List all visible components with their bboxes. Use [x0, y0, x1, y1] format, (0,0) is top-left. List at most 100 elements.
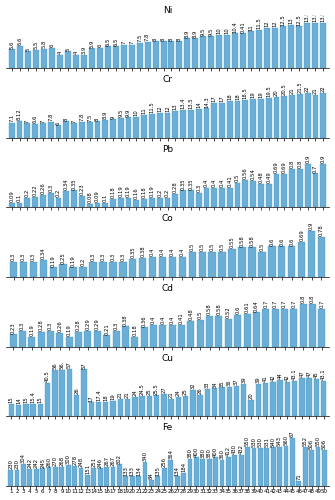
- Text: 8: 8: [161, 38, 166, 40]
- Bar: [320, 92, 326, 138]
- Text: 340: 340: [143, 451, 148, 461]
- Text: 543: 543: [277, 436, 282, 446]
- Text: 8: 8: [177, 38, 182, 40]
- Text: 550: 550: [316, 436, 320, 446]
- Bar: [103, 402, 109, 416]
- Text: 5.5: 5.5: [34, 40, 39, 49]
- Text: 0.49: 0.49: [266, 171, 271, 183]
- Text: 33: 33: [205, 382, 210, 388]
- Bar: [25, 52, 31, 68]
- Bar: [67, 369, 72, 416]
- Bar: [272, 309, 279, 346]
- Text: 0.8: 0.8: [297, 160, 303, 168]
- Text: 0.29: 0.29: [95, 318, 100, 330]
- Bar: [30, 262, 37, 277]
- Text: 230: 230: [8, 458, 13, 468]
- Bar: [308, 231, 315, 277]
- Text: 133: 133: [123, 466, 128, 475]
- Text: 0.3: 0.3: [21, 252, 26, 261]
- Text: 267: 267: [111, 456, 116, 466]
- Title: Ni: Ni: [163, 6, 172, 15]
- Text: 0.08: 0.08: [87, 191, 92, 203]
- Bar: [155, 476, 160, 486]
- Text: 15: 15: [23, 396, 28, 403]
- Bar: [305, 92, 311, 138]
- Text: 0.18: 0.18: [132, 324, 137, 336]
- Bar: [285, 382, 290, 416]
- Text: 0.3: 0.3: [11, 252, 16, 261]
- Text: 432: 432: [239, 444, 244, 454]
- Bar: [110, 198, 116, 207]
- Text: 19: 19: [111, 393, 116, 400]
- Bar: [169, 399, 174, 416]
- Text: 9.5: 9.5: [118, 109, 123, 118]
- Bar: [19, 330, 26, 346]
- Bar: [102, 202, 108, 207]
- Text: 24: 24: [132, 389, 137, 396]
- Text: 39: 39: [256, 377, 261, 384]
- Bar: [245, 446, 250, 486]
- Bar: [183, 396, 188, 416]
- Bar: [226, 456, 231, 486]
- Bar: [9, 404, 14, 416]
- Text: 0.4: 0.4: [180, 248, 185, 256]
- Text: 0.35: 0.35: [181, 178, 186, 190]
- Bar: [319, 309, 326, 346]
- Text: 19: 19: [258, 91, 263, 98]
- Text: 0.4: 0.4: [150, 248, 155, 256]
- Text: 15.4: 15.4: [30, 391, 36, 403]
- Text: 302: 302: [117, 454, 122, 464]
- Bar: [162, 468, 167, 486]
- Text: 19: 19: [251, 91, 256, 98]
- Bar: [79, 267, 87, 277]
- Bar: [75, 332, 82, 346]
- Text: 0.38: 0.38: [123, 314, 128, 326]
- Bar: [190, 390, 196, 416]
- Bar: [136, 476, 141, 486]
- Text: 12.5: 12.5: [296, 14, 302, 26]
- Text: 42: 42: [270, 374, 275, 381]
- Text: 0.19: 0.19: [71, 255, 76, 266]
- Text: 267: 267: [104, 456, 109, 466]
- Text: 12: 12: [265, 20, 270, 27]
- Text: 6: 6: [97, 44, 102, 48]
- Text: 242: 242: [27, 458, 32, 468]
- Text: 19.5: 19.5: [266, 85, 271, 97]
- Bar: [10, 262, 17, 277]
- Title: Cd: Cd: [161, 284, 174, 293]
- Text: 230: 230: [15, 458, 19, 468]
- Text: 26: 26: [74, 388, 79, 394]
- Text: 0.3: 0.3: [100, 252, 106, 261]
- Text: 0.28: 0.28: [173, 182, 178, 193]
- Text: 26: 26: [198, 388, 203, 394]
- Bar: [40, 195, 46, 207]
- Bar: [296, 481, 301, 486]
- Bar: [8, 470, 13, 486]
- Text: 47: 47: [307, 370, 312, 377]
- Text: 380: 380: [187, 448, 192, 458]
- Text: 0.9: 0.9: [305, 154, 310, 163]
- Text: 22: 22: [305, 85, 310, 91]
- Text: 0.6: 0.6: [279, 238, 284, 246]
- Bar: [180, 190, 186, 208]
- Bar: [34, 468, 39, 486]
- Bar: [216, 34, 222, 68]
- Text: 0.5: 0.5: [259, 242, 264, 251]
- Text: 15: 15: [9, 396, 14, 403]
- Text: 10: 10: [134, 110, 139, 116]
- Text: 41: 41: [263, 375, 268, 382]
- Bar: [154, 396, 159, 416]
- Bar: [309, 450, 314, 486]
- Bar: [304, 23, 310, 68]
- Bar: [192, 38, 198, 68]
- Text: 304: 304: [21, 454, 26, 464]
- Text: 6: 6: [49, 44, 54, 48]
- Text: 24.5: 24.5: [140, 384, 145, 396]
- Bar: [189, 252, 196, 277]
- Text: 0.09: 0.09: [9, 190, 14, 202]
- Text: 0.35: 0.35: [72, 178, 77, 190]
- Text: 400: 400: [194, 446, 199, 456]
- Bar: [320, 164, 326, 208]
- Bar: [314, 379, 319, 416]
- Text: 0.69: 0.69: [299, 230, 304, 241]
